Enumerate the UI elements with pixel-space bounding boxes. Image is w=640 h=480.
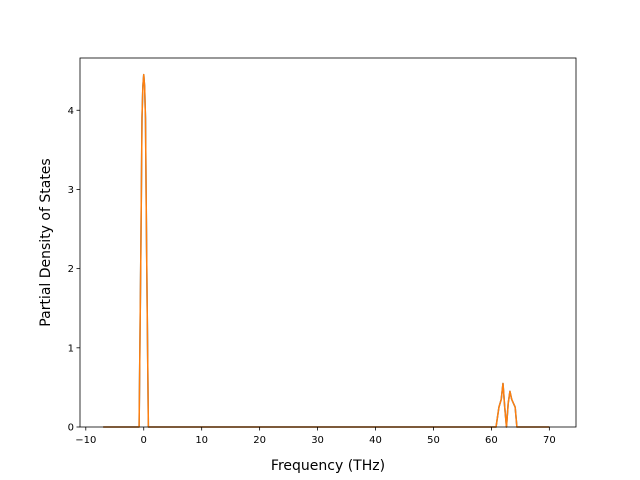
x-tick-label: 20 — [253, 435, 266, 446]
x-tick-label: 50 — [427, 435, 440, 446]
y-tick-label: 2 — [68, 264, 74, 275]
x-tick-label: 60 — [485, 435, 498, 446]
plot-frame — [79, 57, 577, 428]
x-axis: −10 0 10 20 30 40 50 60 70 — [75, 427, 556, 446]
y-tick-label: 4 — [68, 106, 74, 117]
x-tick-label: 40 — [369, 435, 382, 446]
y-tick-label: 0 — [68, 423, 74, 434]
y-tick-label: 1 — [68, 343, 74, 354]
y-tick-label: 3 — [68, 185, 74, 196]
series-layer — [103, 73, 550, 428]
x-tick-label: −10 — [75, 435, 96, 446]
x-tick-label: 30 — [311, 435, 324, 446]
series-line-1 — [103, 73, 550, 428]
x-tick-label: 0 — [141, 435, 147, 446]
x-axis-label: Frequency (THz) — [271, 458, 385, 474]
y-axis-label: Partial Density of States — [38, 158, 54, 326]
x-tick-label: 70 — [543, 435, 556, 446]
y-axis: 0 1 2 3 4 — [68, 106, 80, 434]
x-tick-label: 10 — [195, 435, 208, 446]
